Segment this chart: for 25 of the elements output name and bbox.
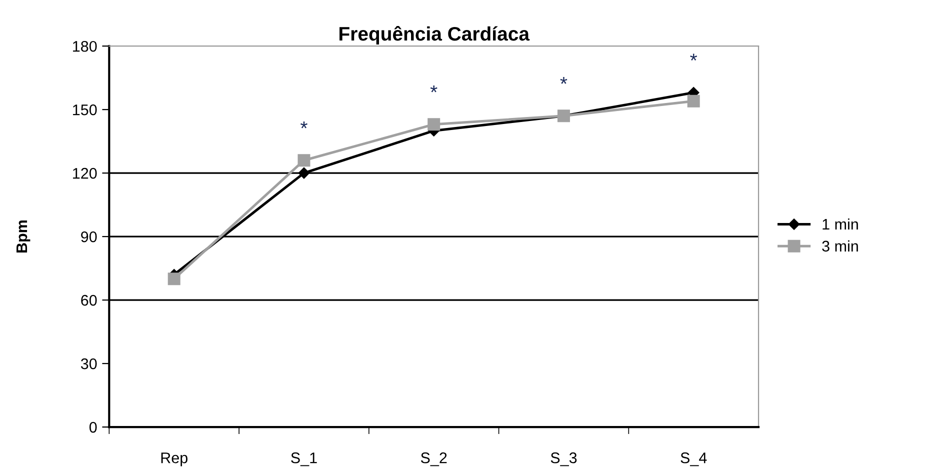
x-tick-label: S_4 <box>680 452 707 466</box>
x-tick-label: Rep <box>161 452 188 466</box>
x-tick-label: S_1 <box>291 452 317 466</box>
y-tick-label: 150 <box>73 104 97 116</box>
y-tick-label: 60 <box>81 294 97 306</box>
point <box>298 154 310 167</box>
point <box>428 118 440 131</box>
y-tick-label: 120 <box>73 168 97 179</box>
legend-label: 1 min <box>822 218 858 230</box>
annotation: * <box>690 54 698 61</box>
chart-title: Frequência Cardíaca <box>340 26 530 45</box>
y-tick-label: 180 <box>73 40 97 52</box>
x-tick-label: S_2 <box>420 452 447 466</box>
annotation: * <box>560 77 568 84</box>
y-tick-label: 30 <box>80 358 97 370</box>
point <box>687 94 700 108</box>
annotation: * <box>300 121 308 128</box>
legend-label: 3 min <box>822 240 858 252</box>
point <box>298 167 310 179</box>
y-tick-label: 0 <box>89 422 97 433</box>
y-axis-title: Bpm <box>16 220 30 253</box>
y-tick-label: 90 <box>81 231 97 242</box>
x-tick-label: S_3 <box>550 452 577 466</box>
annotation: * <box>430 85 438 92</box>
point <box>168 272 180 286</box>
